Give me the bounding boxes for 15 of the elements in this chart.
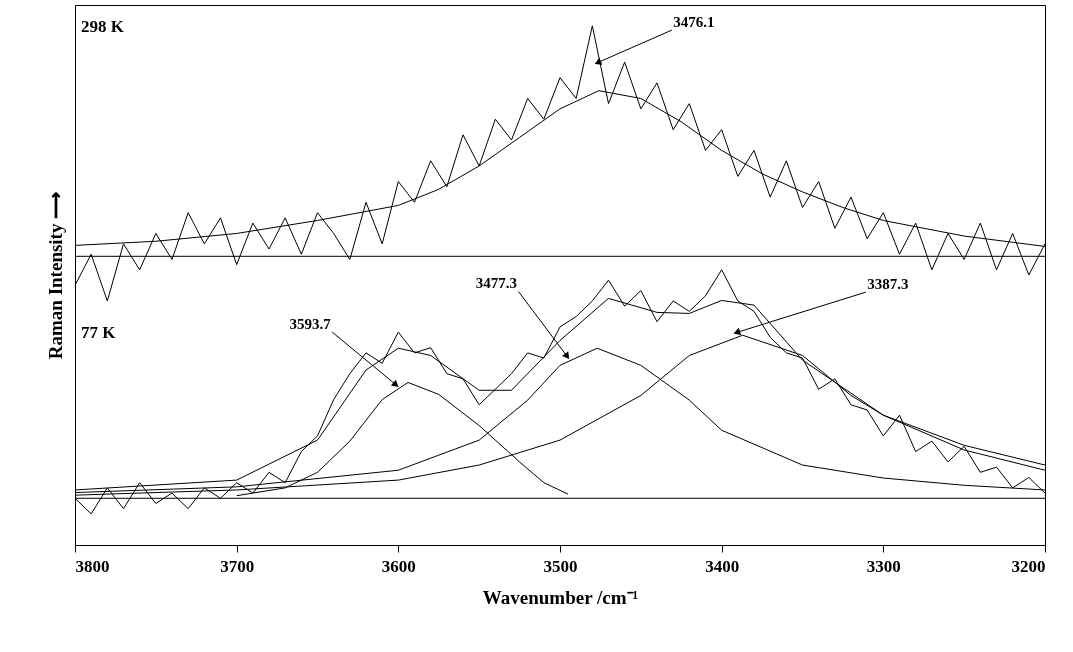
annotation: 77 K	[81, 323, 117, 342]
annotation: 3476.1	[673, 14, 715, 31]
x-tick-label: 3400	[705, 556, 740, 576]
x-axis-title: Wavenumber /cm⁻¹	[482, 586, 639, 608]
annotation: 298 K	[81, 17, 125, 36]
x-tick-label: 3300	[866, 556, 901, 576]
annotation: 3387.3	[867, 276, 909, 293]
x-tick-label: 3800	[75, 556, 110, 576]
x-tick-label: 3200	[1011, 556, 1046, 576]
x-tick-label: 3500	[543, 556, 578, 576]
annotation: 3593.7	[289, 316, 332, 333]
annotation: 3477.3	[475, 275, 518, 292]
y-axis-title: Raman Intensity ⟶	[44, 191, 66, 360]
x-tick-label: 3700	[220, 556, 255, 576]
x-tick-label: 3600	[381, 556, 416, 576]
